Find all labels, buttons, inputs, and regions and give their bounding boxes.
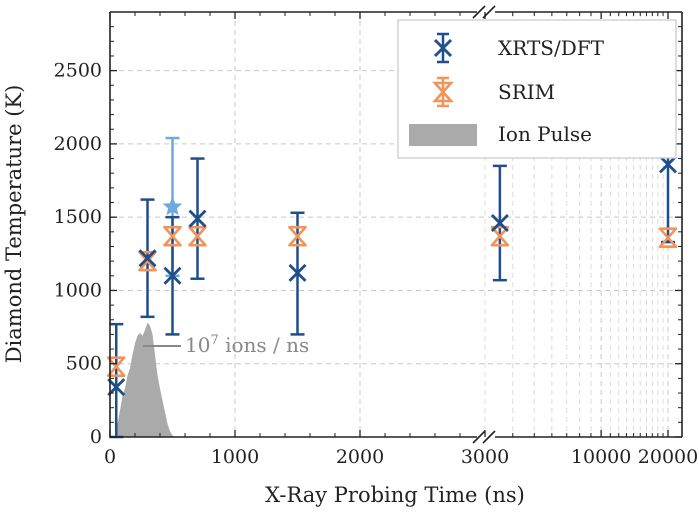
srim-marker-shape — [188, 225, 207, 247]
srim-marker — [106, 356, 126, 377]
axis-break-mark — [472, 5, 486, 19]
xrts-marker-stroke — [163, 266, 182, 285]
axis-break-gap — [477, 4, 495, 20]
xrts-marker — [163, 266, 182, 285]
y-tick-label: 1000 — [54, 279, 102, 301]
xrts-marker-stroke — [138, 249, 157, 268]
xrts-marker-stroke — [288, 263, 307, 282]
xrts-marker — [288, 263, 307, 282]
ion-pulse-layer — [115, 322, 175, 437]
series-layer — [106, 85, 678, 439]
highlight-star-marker — [162, 196, 183, 216]
xrts-marker-stroke — [188, 209, 207, 228]
srim-marker — [288, 225, 307, 247]
xrts-marker — [107, 378, 126, 397]
x-tick-label: 1000 — [211, 446, 259, 468]
legend-srim-marker — [432, 81, 454, 103]
legend-xrts-marker — [434, 39, 452, 57]
y-tick-label: 2500 — [54, 60, 102, 82]
srim-marker — [658, 227, 678, 248]
srim-marker-shape — [138, 250, 157, 272]
srim-marker-shape — [658, 227, 678, 248]
x-tick-label: 10000 — [571, 446, 631, 468]
srim-marker — [188, 225, 207, 247]
y-tick-label: 2000 — [54, 133, 102, 155]
grid-layer — [110, 12, 682, 437]
srim-marker-shape — [106, 356, 126, 377]
xrts-marker-stroke — [659, 155, 677, 174]
x-tick-label: 0 — [104, 446, 116, 468]
label-layer: X-Ray Probing Time (ns) Diamond Temperat… — [2, 85, 525, 507]
x-tick-label: 20000 — [638, 446, 698, 468]
xrts-marker — [659, 155, 677, 174]
legend: XRTS/DFT SRIM Ion Pulse — [397, 19, 677, 159]
annotation-layer: 107 ions / ns — [143, 333, 309, 357]
xrts-marker-stroke — [107, 378, 126, 397]
y-axis-title: Diamond Temperature (K) — [2, 85, 26, 364]
x-axis-title: X-Ray Probing Time (ns) — [265, 483, 525, 507]
xrts-marker — [188, 209, 207, 228]
xrts-marker-stroke — [490, 214, 509, 233]
x-tick-label: 3000 — [461, 446, 509, 468]
srim-marker-shape — [288, 225, 307, 247]
axes-frame — [109, 4, 683, 445]
xrts-marker — [138, 249, 157, 268]
xrts-marker — [490, 214, 509, 233]
axis-break-gap — [477, 429, 495, 445]
axis-break-mark — [482, 430, 496, 444]
tick-layer: 0 500 1000 1500 2000 2500 0 1000 2000 3000 10000 20… — [54, 12, 698, 468]
srim-marker-shape — [163, 225, 182, 247]
srim-marker — [163, 225, 182, 247]
y-tick-label: 1500 — [54, 206, 102, 228]
y-tick-label: 500 — [66, 353, 102, 375]
legend-ion-pulse-swatch — [409, 124, 477, 146]
legend-label: SRIM — [498, 80, 555, 104]
y-tick-label: 0 — [90, 426, 102, 448]
axis-break-mark — [472, 430, 486, 444]
scale-bar-label: 107 ions / ns — [185, 333, 309, 357]
legend-label: XRTS/DFT — [498, 36, 605, 60]
ion-pulse-area — [115, 322, 175, 437]
x-tick-label: 2000 — [336, 446, 384, 468]
srim-marker — [138, 250, 157, 272]
legend-label: Ion Pulse — [498, 122, 592, 146]
